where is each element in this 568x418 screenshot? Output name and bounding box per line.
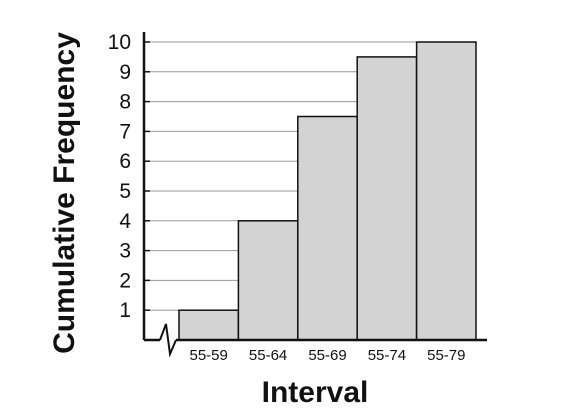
axes	[142, 32, 487, 358]
y-tick-labels: 1 2 3 4 5 6 7 8 9 10	[108, 31, 132, 322]
x-tick-labels: 55-59 55-64 55-69 55-74 55-79	[190, 347, 466, 364]
y-tick-label: 1	[119, 299, 131, 322]
bar	[297, 115, 358, 341]
bar	[178, 309, 240, 341]
x-tick-label: 55-59	[190, 347, 228, 364]
bar	[356, 56, 418, 341]
x-tick-label: 55-79	[427, 347, 465, 364]
axis-break-icon	[159, 323, 177, 358]
y-tick-label: 5	[119, 180, 131, 203]
x-tick-label: 55-74	[368, 347, 406, 364]
x-tick-label: 55-64	[249, 347, 287, 364]
x-axis-title: Interval	[262, 376, 369, 409]
y-tick-label: 3	[119, 240, 131, 263]
bars	[178, 41, 477, 341]
bar	[415, 41, 477, 341]
y-tick-label: 2	[119, 269, 131, 292]
x-tick-label: 55-69	[308, 347, 346, 364]
bar	[237, 220, 299, 341]
y-tick-label: 7	[119, 120, 131, 143]
y-axis-title: Cumulative Frequency	[48, 32, 81, 354]
y-tick-label: 10	[108, 31, 131, 54]
y-tick-label: 6	[119, 150, 131, 173]
y-tick-label: 8	[119, 91, 131, 114]
y-tick-label: 4	[119, 210, 131, 233]
y-tick-label: 9	[119, 61, 131, 84]
